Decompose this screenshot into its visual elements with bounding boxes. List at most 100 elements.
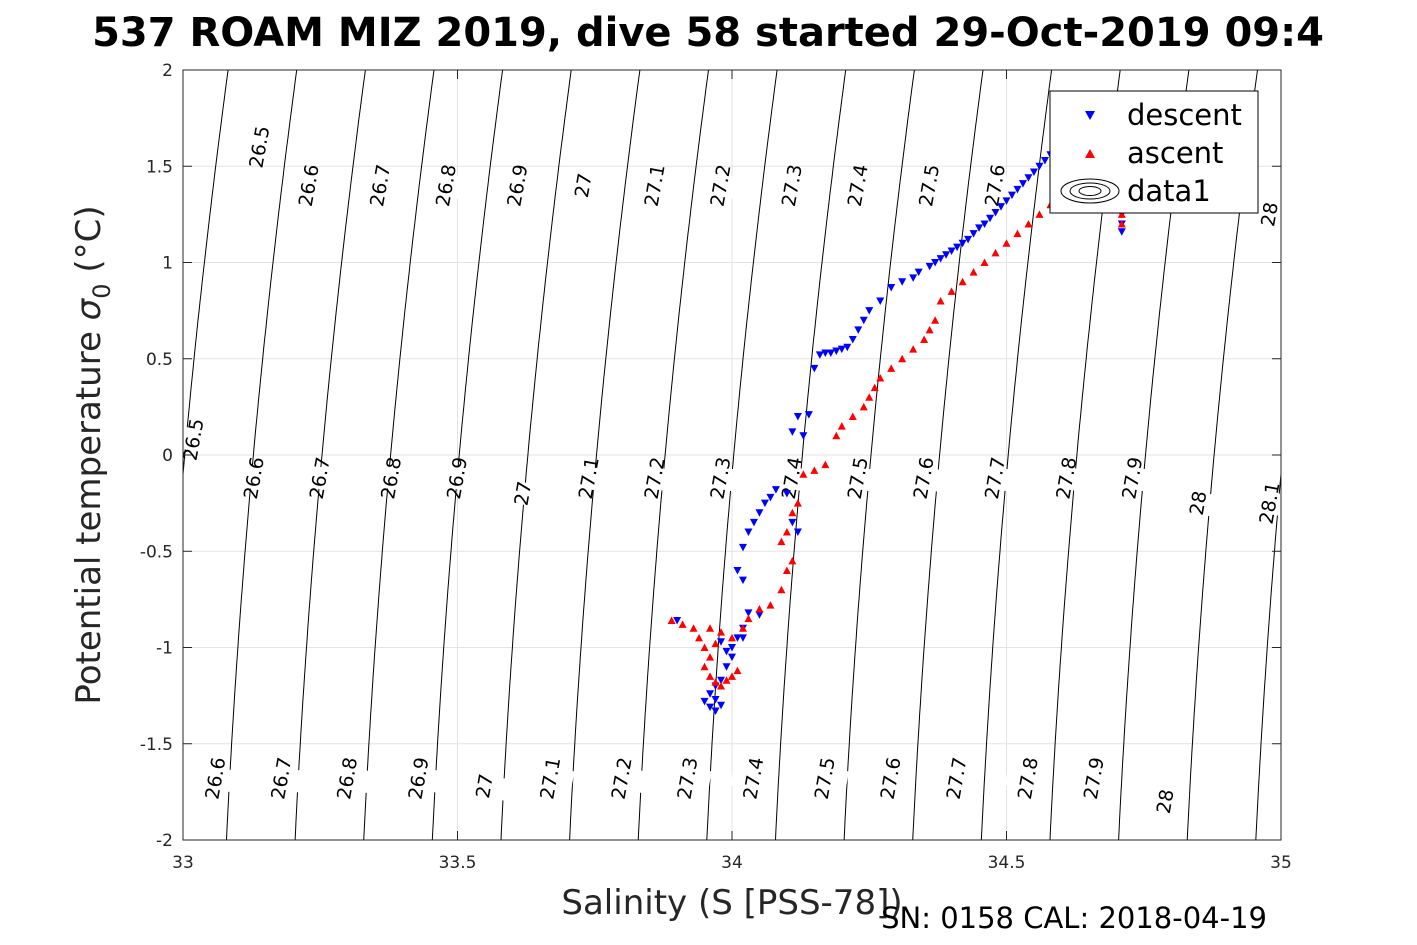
y-tick-label: 2 bbox=[162, 61, 173, 81]
ascent-point bbox=[717, 682, 726, 690]
descent-point bbox=[744, 528, 753, 536]
contour-label-bg bbox=[697, 463, 745, 493]
contour-label-bg bbox=[258, 763, 306, 794]
legend-descent-label: descent bbox=[1127, 98, 1242, 132]
descent-point bbox=[738, 634, 747, 642]
ascent-point bbox=[738, 624, 747, 632]
contour-label-bg bbox=[801, 763, 849, 794]
legend-descent-marker bbox=[1085, 111, 1095, 120]
descent-point bbox=[788, 428, 797, 436]
isopycnal-line bbox=[775, 70, 847, 840]
contour-label-bg bbox=[494, 170, 542, 201]
y-tick-label: -2 bbox=[156, 831, 173, 851]
isopycnal-line bbox=[500, 70, 572, 840]
y-axis-label-sigma: σ bbox=[69, 297, 109, 320]
descent-point bbox=[717, 638, 726, 646]
descent-point bbox=[771, 486, 780, 494]
contour-label-bg bbox=[395, 763, 443, 794]
legend-contour-icon bbox=[1060, 178, 1120, 204]
x-tick-label: 33 bbox=[172, 853, 194, 873]
isopycnal-line bbox=[980, 70, 1053, 840]
contour-label-bg bbox=[834, 170, 882, 201]
descent-point bbox=[1029, 168, 1038, 177]
ascent-point bbox=[821, 460, 830, 469]
descent-point bbox=[1018, 180, 1027, 188]
descent-point bbox=[804, 411, 813, 419]
x-tick-label: 34 bbox=[721, 853, 743, 873]
ascent-point bbox=[788, 556, 797, 565]
descent-point bbox=[706, 690, 715, 698]
ascent-point bbox=[848, 412, 857, 420]
ascent-point bbox=[728, 633, 736, 642]
descent-point bbox=[953, 243, 962, 252]
ascent-point bbox=[1024, 220, 1033, 228]
ascent-point bbox=[1117, 220, 1126, 228]
y-tick-label: 0 bbox=[162, 446, 173, 466]
descent-point bbox=[711, 707, 720, 716]
ascent-point bbox=[870, 383, 879, 392]
descent-point bbox=[887, 284, 896, 292]
descent-point bbox=[1013, 185, 1022, 194]
legend: descent ascent data1 bbox=[1049, 90, 1259, 214]
descent-point bbox=[909, 274, 918, 282]
y-axis-label-unit: (°C) bbox=[69, 205, 109, 283]
ascent-point bbox=[678, 620, 687, 628]
ascent-point bbox=[782, 528, 791, 536]
descent-point bbox=[717, 701, 726, 710]
descent-point bbox=[744, 609, 753, 617]
descent-point bbox=[843, 343, 852, 352]
contour-label: 28 bbox=[1257, 201, 1283, 229]
ascent-point bbox=[793, 499, 802, 507]
ascent-point bbox=[876, 374, 885, 382]
contour-label-bg bbox=[1142, 786, 1190, 817]
contour-label-bg bbox=[867, 763, 915, 794]
y-tick-label: -1 bbox=[156, 639, 173, 659]
ascent-point bbox=[925, 325, 934, 334]
y-tick-label: -1.5 bbox=[140, 735, 173, 755]
isopycnal-line bbox=[637, 70, 709, 840]
ascent-point bbox=[920, 335, 929, 343]
legend-box bbox=[1049, 90, 1259, 214]
y-axis-label-main: Potential temperature bbox=[69, 320, 109, 704]
descent-point bbox=[766, 493, 775, 502]
y-tick-label: 1 bbox=[162, 254, 173, 274]
ascent-point bbox=[1117, 210, 1126, 218]
y-axis-label-subscript: 0 bbox=[88, 283, 116, 298]
ascent-point bbox=[667, 616, 676, 625]
ascent-point bbox=[909, 345, 918, 353]
contour-label-bg bbox=[565, 463, 613, 493]
descent-point bbox=[986, 214, 995, 223]
descent-point bbox=[821, 349, 830, 357]
descent-point bbox=[733, 634, 742, 642]
contour-label-bg bbox=[1246, 488, 1294, 518]
ascent-point bbox=[1002, 239, 1011, 247]
descent-point bbox=[722, 647, 731, 656]
isopycnal-line bbox=[843, 70, 915, 840]
descent-point bbox=[1007, 191, 1016, 200]
ascent-point bbox=[1035, 210, 1044, 218]
contour-label-bg bbox=[230, 463, 278, 493]
ascent-point bbox=[837, 422, 846, 430]
contour-label-bg bbox=[527, 763, 575, 794]
descent-point bbox=[848, 336, 857, 344]
descent-point bbox=[700, 697, 709, 706]
isopycnal-line bbox=[294, 70, 366, 840]
contour-label: 27 bbox=[510, 480, 536, 508]
descent-point bbox=[854, 326, 863, 334]
isopycnal-line bbox=[1255, 468, 1281, 840]
descent-point bbox=[815, 351, 824, 359]
legend-ascent-marker bbox=[1085, 149, 1095, 158]
ascent-point bbox=[777, 537, 786, 546]
descent-point bbox=[975, 224, 984, 232]
descent-point bbox=[958, 239, 967, 248]
ascent-point bbox=[733, 666, 742, 675]
descent-point bbox=[673, 617, 682, 625]
descent-point bbox=[997, 203, 1006, 211]
contour-label-bg bbox=[631, 463, 679, 493]
ascent-point bbox=[936, 297, 945, 305]
data-points bbox=[667, 131, 1126, 716]
descent-point bbox=[991, 208, 1000, 217]
ascent-point bbox=[722, 676, 731, 684]
ascent-point bbox=[788, 508, 797, 517]
contour-label-bg bbox=[357, 170, 405, 201]
